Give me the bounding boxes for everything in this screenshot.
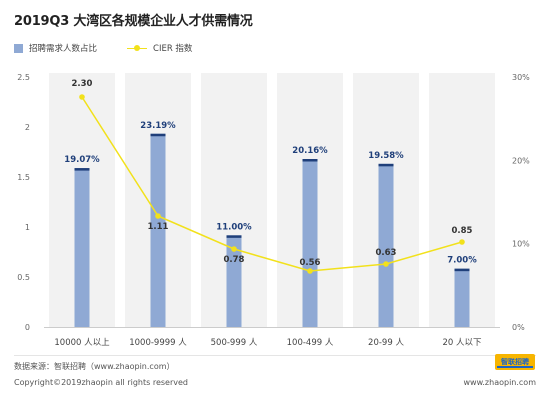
legend: 招聘需求人数占比 CIER 指数 — [14, 42, 222, 54]
bar-value-label: 7.00% — [447, 256, 477, 266]
bar-cap — [302, 159, 318, 162]
x-tick-label: 1000-9999 人 — [129, 338, 187, 348]
y-left-tick-label: 2 — [25, 123, 30, 132]
cier-value-label: 0.85 — [452, 226, 473, 236]
cier-value-label: 2.30 — [72, 79, 93, 89]
x-tick-label: 500-999 人 — [211, 338, 258, 348]
cier-point — [307, 268, 313, 274]
bar-cap — [150, 133, 166, 137]
y-left-tick-label: 1 — [25, 223, 30, 232]
copyright-text: Copyright©2019zhaopin all rights reserve… — [14, 378, 188, 387]
website-text: www.zhaopin.com — [463, 378, 536, 387]
bar-cap — [378, 163, 394, 167]
bar-cap — [226, 235, 242, 238]
cier-value-label: 0.56 — [300, 258, 321, 268]
chart-title: 2019Q3 大湾区各规模企业人才供需情况 — [14, 14, 253, 29]
y-left-tick-label: 0 — [25, 323, 30, 332]
legend-item-bar: 招聘需求人数占比 — [14, 42, 97, 54]
bar-value-label: 20.16% — [292, 146, 328, 156]
cier-point — [231, 246, 237, 252]
cier-value-label: 0.63 — [376, 248, 397, 258]
legend-bar-label: 招聘需求人数占比 — [29, 44, 98, 54]
bar — [74, 168, 90, 327]
y-left-tick-label: 0.5 — [17, 273, 30, 282]
legend-item-line: CIER 指数 — [127, 42, 192, 54]
bar-cap — [74, 168, 90, 171]
bar-value-label: 11.00% — [216, 222, 252, 232]
cier-point — [383, 261, 389, 267]
bar — [378, 163, 394, 327]
cier-line — [81, 96, 463, 272]
legend-bar-swatch — [14, 43, 23, 53]
legend-line-label: CIER 指数 — [153, 44, 193, 54]
bar — [302, 159, 318, 327]
bar — [226, 235, 242, 327]
bar-value-label: 19.58% — [368, 151, 404, 161]
y-right-tick-label: 0% — [512, 323, 525, 332]
y-right-tick-label: 20% — [512, 156, 530, 165]
cier-value-label: 0.78 — [224, 255, 245, 265]
y-right-tick-label: 30% — [512, 73, 530, 82]
logo-text: 智联招聘 — [501, 357, 529, 366]
bar-value-label: 19.07% — [64, 155, 100, 165]
x-tick-label: 10000 人以上 — [54, 338, 110, 348]
cier-point — [79, 94, 85, 100]
cier-value-label: 1.11 — [148, 222, 169, 232]
x-tick-label: 100-499 人 — [287, 338, 334, 348]
bar — [150, 133, 166, 327]
cier-point — [155, 213, 161, 219]
y-left-tick-label: 2.5 — [17, 73, 30, 82]
data-source: 数据来源：智联招聘（www.zhaopin.com） — [14, 362, 175, 371]
y-right-tick-label: 10% — [512, 240, 530, 249]
x-tick-label: 20-99 人 — [368, 338, 404, 348]
footer-divider — [14, 355, 536, 356]
zhaopin-logo: 智联招聘 — [495, 354, 535, 370]
bar-value-label: 23.19% — [140, 121, 176, 131]
bar — [454, 268, 470, 327]
legend-line-swatch — [127, 44, 148, 53]
bar-cap — [454, 268, 470, 272]
x-tick-label: 20 人以下 — [442, 338, 482, 348]
y-left-tick-label: 1.5 — [17, 173, 30, 182]
cier-point — [459, 239, 465, 245]
